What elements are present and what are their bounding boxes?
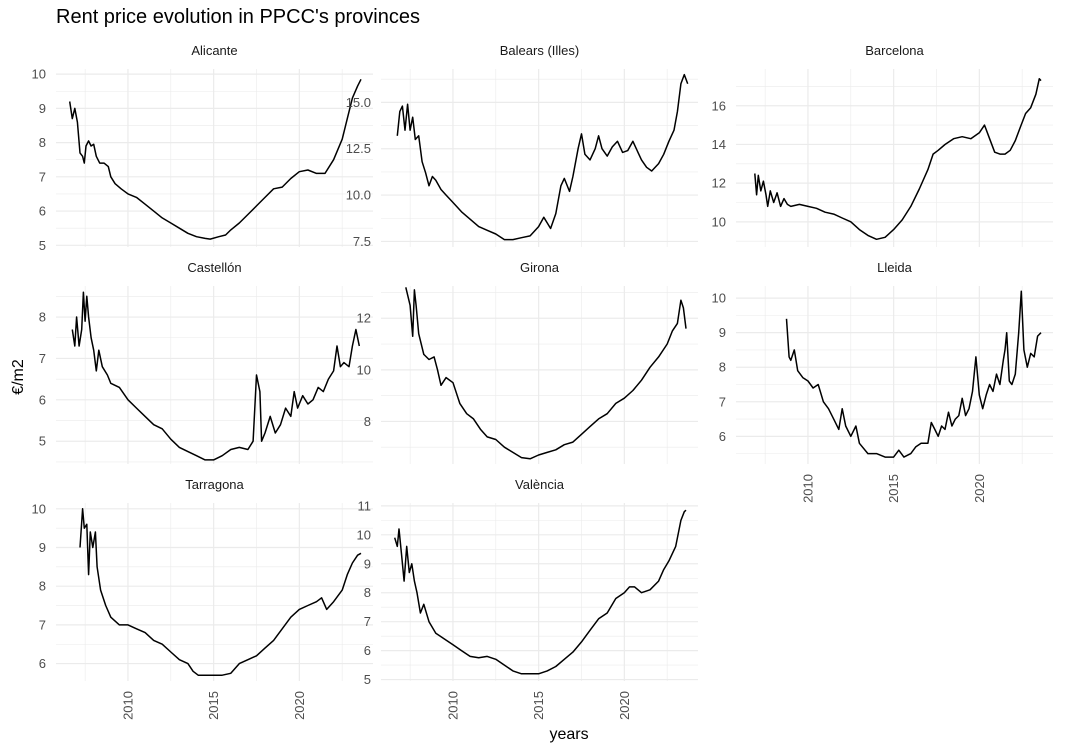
series-line-girona (405, 287, 687, 460)
y-tick-label: 10.0 (346, 188, 371, 203)
facet-label: Alicante (191, 43, 237, 58)
panel-tarragona: Tarragona 6 7 8 9 10 2010 2015 2020 (32, 477, 373, 720)
y-tick-label: 8 (364, 585, 371, 600)
series-line-alicante (68, 78, 362, 240)
y-tick-label: 7 (364, 614, 371, 629)
y-tick-label: 10 (357, 362, 371, 377)
panel-castell-n: Castellón 5 6 7 8 (39, 260, 373, 464)
series-line-val-ncia (393, 509, 687, 675)
y-tick-label: 9 (719, 325, 726, 340)
y-tick-label: 16 (712, 98, 726, 113)
y-tick-label: 6 (39, 392, 46, 407)
x-tick-label: 2010 (800, 474, 815, 503)
y-axis-title: €/m2 (10, 359, 27, 395)
x-tick-label: 2015 (886, 474, 901, 503)
y-tick-label: 8 (39, 135, 46, 150)
y-tick-label: 10 (357, 527, 371, 542)
panel-alicante: Alicante 5 6 7 8 9 10 (32, 43, 373, 253)
panel-barcelona: Barcelona 10 12 14 16 (712, 43, 1053, 247)
y-tick-label: 7 (719, 394, 726, 409)
y-tick-label: 6 (719, 429, 726, 444)
x-tick-label: 2020 (292, 691, 307, 720)
facet-label: Barcelona (865, 43, 924, 58)
y-tick-label: 8 (719, 360, 726, 375)
x-tick-label: 2015 (206, 691, 221, 720)
facet-label: Castellón (187, 260, 241, 275)
series-line-balears-illes (396, 73, 689, 241)
series-line-lleida (785, 290, 1042, 458)
y-tick-label: 10 (32, 501, 46, 516)
facet-label: Girona (520, 260, 560, 275)
y-tick-label: 10 (712, 214, 726, 229)
panel-lleida: Lleida 6 7 8 9 10 2010 2015 2020 (712, 260, 1053, 503)
x-tick-label: 2020 (972, 474, 987, 503)
facet-label: Balears (Illes) (500, 43, 579, 58)
y-tick-label: 5 (39, 434, 46, 449)
x-axis-title: years (549, 726, 588, 743)
panel-balears-illes: Balears (Illes) 7.5 10.0 12.5 15.0 (346, 43, 698, 249)
y-tick-label: 6 (39, 656, 46, 671)
panel-girona: Girona 8 10 12 (357, 260, 698, 464)
y-tick-label: 7 (39, 169, 46, 184)
y-tick-label: 14 (712, 137, 726, 152)
x-tick-label: 2020 (617, 691, 632, 720)
y-tick-label: 9 (39, 540, 46, 555)
series-line-castell-n (71, 291, 361, 461)
series-line-barcelona (754, 77, 1042, 241)
x-tick-label: 2010 (120, 691, 135, 720)
facet-label: Tarragona (185, 477, 244, 492)
y-tick-label: 9 (39, 101, 46, 116)
x-tick-label: 2015 (531, 691, 546, 720)
panel-val-ncia: València 5 6 7 8 9 10 11 2010 2015 2020 (357, 477, 698, 720)
y-tick-label: 12 (712, 176, 726, 191)
y-tick-label: 5 (364, 672, 371, 687)
y-tick-label: 7.5 (353, 234, 371, 249)
y-tick-label: 15.0 (346, 95, 371, 110)
facet-label: València (515, 477, 565, 492)
y-tick-label: 7 (39, 617, 46, 632)
y-tick-label: 11 (358, 498, 372, 513)
series-line-tarragona (79, 508, 362, 676)
chart-title: Rent price evolution in PPCC's provinces (56, 6, 420, 28)
y-tick-label: 6 (39, 204, 46, 219)
y-tick-label: 12.5 (346, 141, 371, 156)
x-tick-label: 2010 (445, 691, 460, 720)
y-tick-label: 5 (39, 238, 46, 253)
y-tick-label: 10 (32, 67, 46, 82)
y-tick-label: 8 (39, 310, 46, 325)
y-tick-label: 8 (39, 579, 46, 594)
y-tick-label: 8 (364, 414, 371, 429)
y-tick-label: 12 (357, 311, 371, 326)
y-tick-label: 10 (712, 291, 726, 306)
facet-label: Lleida (877, 260, 912, 275)
y-tick-label: 7 (39, 351, 46, 366)
y-tick-label: 6 (364, 643, 371, 658)
y-tick-label: 9 (364, 556, 371, 571)
